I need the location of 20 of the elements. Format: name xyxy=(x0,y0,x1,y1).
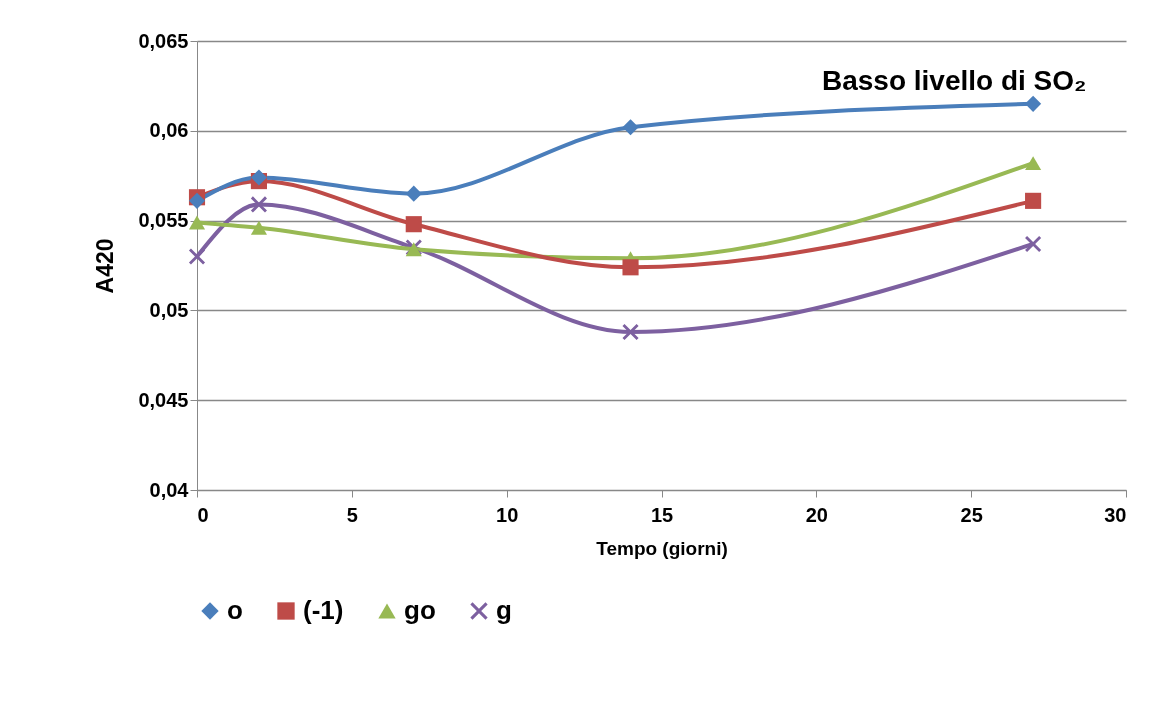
x-tick-label: 25 xyxy=(960,503,983,526)
legend-label: g xyxy=(496,595,512,625)
y-tick-label: 0,06 xyxy=(149,119,189,142)
y-axis-title: A420 xyxy=(92,238,119,294)
x-tick-label: 10 xyxy=(496,503,519,526)
text: Basso livello di SO₂ xyxy=(821,65,1087,96)
legend-label: go xyxy=(404,595,436,625)
x-tick-label: 15 xyxy=(650,503,674,526)
x-axis-title: Tempo (giorni) xyxy=(596,537,728,559)
x-tick-label: 0 xyxy=(197,503,209,526)
y-tick-label: 0,04 xyxy=(149,478,190,501)
legend-label: (-1) xyxy=(303,595,344,625)
x-tick-label: 20 xyxy=(805,503,828,526)
x-tick-label: 30 xyxy=(1104,503,1127,526)
y-tick-label: 0,055 xyxy=(138,209,189,232)
y-tick-label: 0,045 xyxy=(138,388,189,411)
y-tick-label: 0,05 xyxy=(149,298,189,321)
legend-label: o xyxy=(227,595,243,625)
x-tick-label: 5 xyxy=(346,503,358,526)
y-tick-label: 0,065 xyxy=(138,29,189,52)
